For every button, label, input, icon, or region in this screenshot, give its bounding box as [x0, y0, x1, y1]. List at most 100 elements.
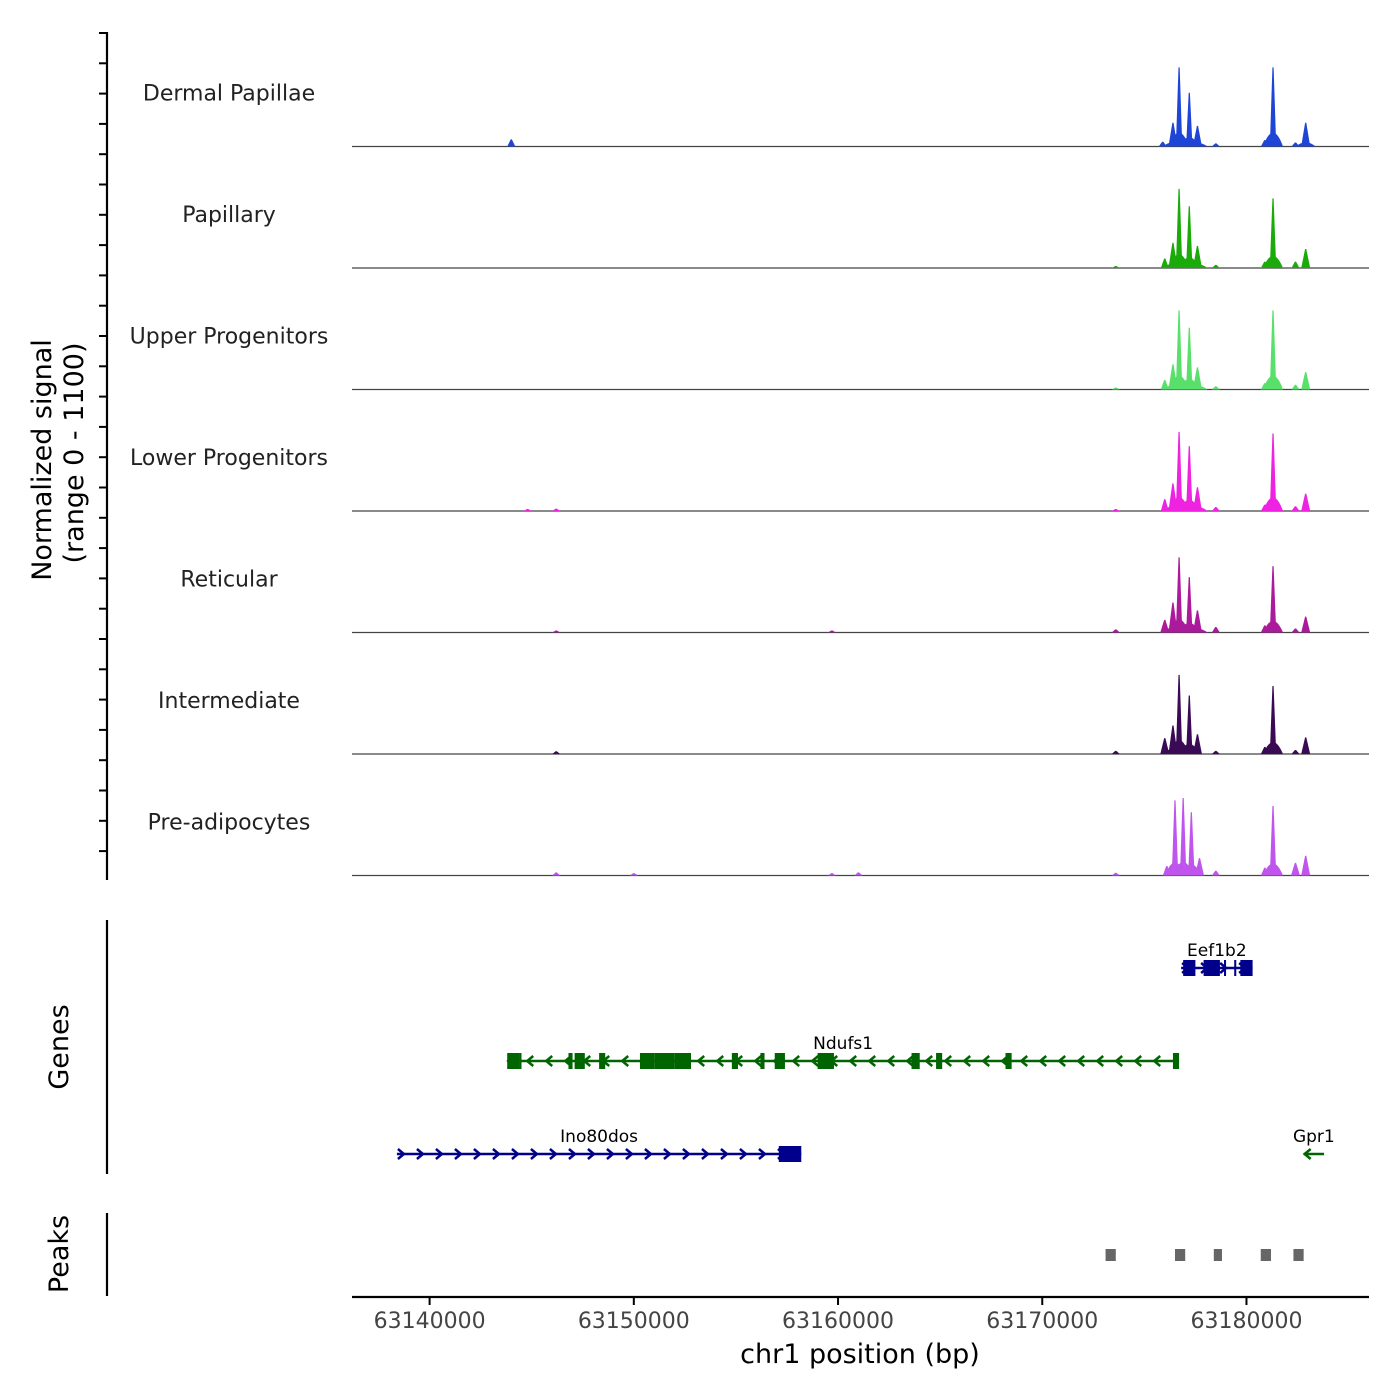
- strand-arrow: [568, 1148, 577, 1160]
- coverage-y-ticks: [99, 32, 107, 853]
- genes-panel-label: Genes: [44, 1004, 75, 1089]
- strand-arrow: [625, 1148, 634, 1160]
- coverage-track: Lower Progenitors: [130, 431, 1369, 512]
- peak-region: [1293, 1249, 1304, 1261]
- signal-peak: [1269, 67, 1277, 147]
- strand-arrow: [981, 1055, 991, 1067]
- coverage-track: Papillary: [182, 188, 1369, 269]
- signal-peak: [629, 873, 638, 876]
- signal-peak: [1175, 674, 1183, 754]
- strand-arrow: [606, 1148, 615, 1160]
- signal-peak: [1291, 261, 1300, 268]
- track-label: Reticular: [180, 568, 278, 593]
- signal-peak: [1269, 433, 1277, 511]
- signal-peak: [1269, 310, 1277, 390]
- gene-name-label: Gpr1: [1293, 1127, 1335, 1147]
- signal-peak: [1192, 245, 1202, 268]
- gene-model: Eef1b2: [1181, 941, 1253, 976]
- track-label: Intermediate: [158, 689, 300, 714]
- strand-arrow: [1076, 1055, 1086, 1067]
- x-axis-label: chr1 position (bp): [740, 1339, 980, 1370]
- signal-peak: [1269, 805, 1277, 876]
- signal-peak: [827, 630, 836, 633]
- signal-peak: [1186, 92, 1193, 147]
- y-axis-title: Normalized signal (range 0 - 1100): [27, 339, 90, 581]
- signal-peak: [1301, 616, 1311, 633]
- signal-peak: [1188, 812, 1195, 876]
- strand-arrow: [587, 1148, 596, 1160]
- strand-arrow: [791, 1055, 801, 1067]
- signal-peak: [1269, 685, 1277, 754]
- signal-peak: [1301, 493, 1311, 511]
- signal-peak: [1192, 610, 1202, 633]
- track-label: Upper Progenitors: [130, 325, 329, 350]
- coverage-track: Intermediate: [158, 674, 1369, 755]
- signal-peak: [1301, 855, 1311, 876]
- gene-exon: [599, 1053, 606, 1069]
- signal-peak: [1192, 734, 1202, 754]
- strand-arrow: [962, 1055, 972, 1067]
- signal-peak: [1291, 506, 1300, 511]
- strand-arrow: [397, 1148, 406, 1160]
- x-tick-label: 63180000: [1190, 1309, 1302, 1334]
- strand-arrow: [848, 1055, 858, 1067]
- gene-exon: [519, 1053, 522, 1069]
- strand-arrow: [1038, 1055, 1048, 1067]
- strand-arrow: [416, 1148, 425, 1160]
- signal-shoulder: [1263, 132, 1284, 147]
- signal-peak: [552, 508, 561, 511]
- signal-peak: [1291, 628, 1300, 633]
- signal-peak: [523, 509, 532, 511]
- signal-peak: [1301, 122, 1311, 147]
- track-label: Lower Progenitors: [130, 446, 328, 471]
- signal-peak: [1192, 367, 1202, 390]
- signal-peak: [1175, 557, 1183, 633]
- strand-arrow: [867, 1055, 877, 1067]
- strand-arrow: [1152, 1055, 1162, 1067]
- signal-shoulder: [1187, 385, 1208, 390]
- signal-peak: [1111, 509, 1120, 511]
- x-axis-ticks: 63140000 63150000 63160000 63170000 63180000: [374, 1297, 1302, 1334]
- signal-peak: [1211, 870, 1220, 876]
- peak-region: [1260, 1249, 1271, 1261]
- signal-peak: [1186, 695, 1193, 754]
- signal-peak: [1301, 737, 1311, 754]
- signal-shoulder: [1295, 142, 1316, 147]
- gene-exon: [936, 1053, 943, 1069]
- gene-exon: [654, 1053, 675, 1069]
- signal-shoulder: [1187, 142, 1208, 147]
- y-axis-label: Normalized signal: [27, 339, 58, 581]
- signal-shoulder: [1263, 620, 1284, 633]
- coverage-track: Reticular: [180, 557, 1369, 634]
- gene-exon: [639, 1053, 655, 1069]
- y-axis-range-label: (range 0 - 1100): [59, 343, 90, 564]
- signal-shoulder: [1263, 863, 1284, 876]
- signal-peak: [1301, 372, 1311, 390]
- x-tick-label: 63160000: [782, 1309, 894, 1334]
- peak-region: [1213, 1249, 1222, 1261]
- signal-peak: [1175, 188, 1183, 268]
- strand-arrow: [905, 1055, 915, 1067]
- gene-annotation-track: Eef1b2 Ndufs1 Ino80dos Gpr1: [396, 941, 1335, 1162]
- strand-arrow: [1219, 962, 1229, 974]
- gene-model: Ndufs1: [506, 1034, 1180, 1069]
- strand-arrow: [1095, 1055, 1105, 1067]
- signal-peak: [1269, 566, 1277, 633]
- strand-arrow: [1133, 1055, 1143, 1067]
- signal-peak: [1195, 858, 1204, 876]
- strand-arrow: [886, 1055, 896, 1067]
- strand-arrow: [753, 1055, 763, 1067]
- signal-peak: [507, 139, 516, 147]
- strand-arrow: [544, 1055, 554, 1067]
- gene-name-label: Ino80dos: [560, 1127, 638, 1147]
- signal-peak: [1186, 446, 1193, 511]
- signal-peak: [1211, 507, 1220, 511]
- signal-peak: [1171, 800, 1179, 876]
- coverage-track: Upper Progenitors: [130, 310, 1369, 391]
- peak-region: [1105, 1249, 1116, 1261]
- signal-peak: [1111, 750, 1120, 754]
- signal-peak: [1175, 67, 1183, 147]
- signal-peak: [552, 630, 561, 633]
- signal-peak: [1186, 577, 1193, 633]
- gene-exon: [568, 1053, 573, 1069]
